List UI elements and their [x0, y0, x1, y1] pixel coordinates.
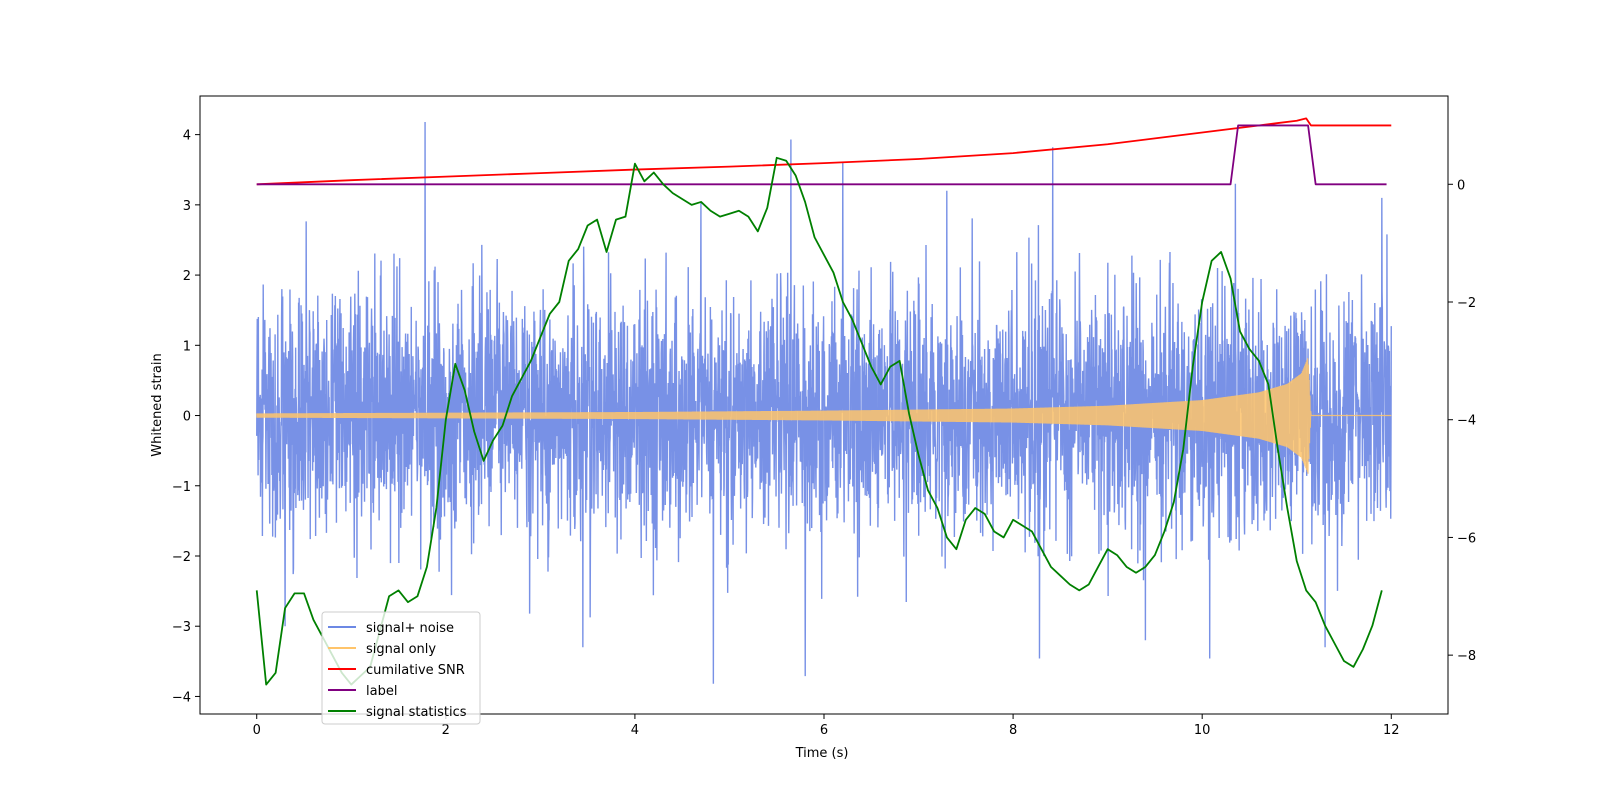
legend-label-signal-only: signal only	[366, 642, 436, 657]
y-tick-label: −4	[172, 690, 191, 705]
series-signal-plus-noise	[256, 121, 1392, 684]
y-tick-label: −1	[172, 480, 191, 495]
line-label	[256, 124, 1387, 186]
line-signal-only	[256, 358, 1392, 474]
series-cumilative-snr	[256, 117, 1392, 186]
x-tick-label: 0	[253, 723, 261, 738]
legend-box	[321, 611, 481, 725]
y-axis-right: −8 −6 −4 −2 0	[1448, 178, 1476, 664]
y-tick-label: 3	[183, 199, 191, 214]
x-axis-label: Time (s)	[795, 746, 849, 761]
line-cumilative-snr	[256, 117, 1392, 186]
y-right-tick-label: −2	[1457, 296, 1476, 311]
x-tick-label: 8	[1009, 723, 1017, 738]
x-tick-label: 4	[631, 723, 639, 738]
line-signal-plus-noise	[256, 121, 1392, 684]
y-right-tick-label: −4	[1457, 414, 1476, 429]
y-tick-label: 2	[183, 269, 191, 284]
y-tick-label: −3	[172, 620, 191, 635]
legend-label-signal-statistics: signal statistics	[366, 705, 467, 720]
y-axis-left: −4 −3 −2 −1 0 1 2 3 4	[172, 129, 200, 705]
legend-label-cumilative-snr: cumilative SNR	[366, 663, 465, 678]
legend: signal+ noise signal only cumilative SNR…	[321, 611, 481, 725]
series-signal-statistics	[255, 156, 1383, 686]
plot-area	[255, 117, 1392, 686]
y-axis-label: Whitened strain	[150, 353, 165, 456]
y-tick-label: 4	[183, 129, 191, 144]
y-tick-label: 1	[183, 339, 191, 354]
y-tick-label: −2	[172, 550, 191, 565]
y-tick-label: 0	[183, 410, 191, 425]
x-tick-label: 10	[1194, 723, 1211, 738]
line-signal-statistics	[255, 156, 1383, 686]
y-right-tick-label: −6	[1457, 531, 1476, 546]
y-right-tick-label: −8	[1457, 649, 1476, 664]
series-label	[256, 124, 1387, 186]
x-tick-label: 12	[1383, 723, 1400, 738]
x-tick-label: 2	[442, 723, 450, 738]
legend-label-signal-plus-noise: signal+ noise	[366, 621, 454, 636]
x-tick-label: 6	[820, 723, 828, 738]
legend-label-label: label	[366, 684, 397, 699]
y-right-tick-label: 0	[1457, 178, 1465, 193]
series-signal-only	[256, 358, 1392, 474]
